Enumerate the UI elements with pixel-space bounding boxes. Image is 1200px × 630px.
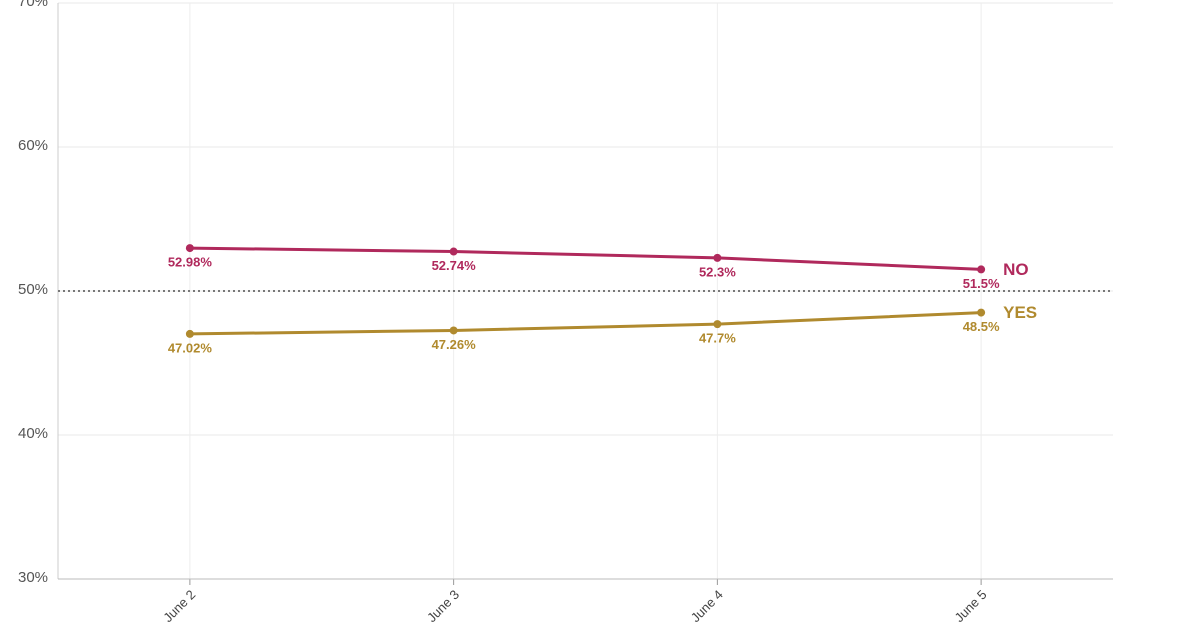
series-line <box>189 246 982 271</box>
value-label: 47.02% <box>168 340 213 355</box>
x-tick-label: June 3 <box>424 587 462 625</box>
series-line <box>189 311 982 336</box>
series-label: YES <box>1003 303 1037 322</box>
point <box>713 320 722 329</box>
x-tick-label: June 4 <box>688 587 726 625</box>
value-label: 52.98% <box>168 255 213 270</box>
value-label: 47.26% <box>432 337 477 352</box>
point <box>977 308 986 317</box>
y-tick-label: 50% <box>18 281 48 298</box>
point <box>185 244 194 253</box>
point <box>449 326 458 335</box>
point <box>713 253 722 262</box>
point <box>185 329 194 338</box>
value-label: 48.5% <box>963 319 1000 334</box>
y-tick-label: 60% <box>18 137 48 154</box>
point <box>449 247 458 256</box>
point <box>977 265 986 274</box>
y-tick-label: 70% <box>18 0 48 10</box>
series-label: NO <box>1003 260 1029 279</box>
value-label: 52.3% <box>699 264 736 279</box>
value-label: 47.7% <box>699 331 736 346</box>
value-label: 52.74% <box>432 258 477 273</box>
x-tick-label: June 5 <box>951 587 989 625</box>
y-tick-label: 40% <box>18 425 48 442</box>
x-tick-label: June 2 <box>160 587 198 625</box>
value-label: 51.5% <box>963 276 1000 291</box>
y-tick-label: 30% <box>18 569 48 586</box>
